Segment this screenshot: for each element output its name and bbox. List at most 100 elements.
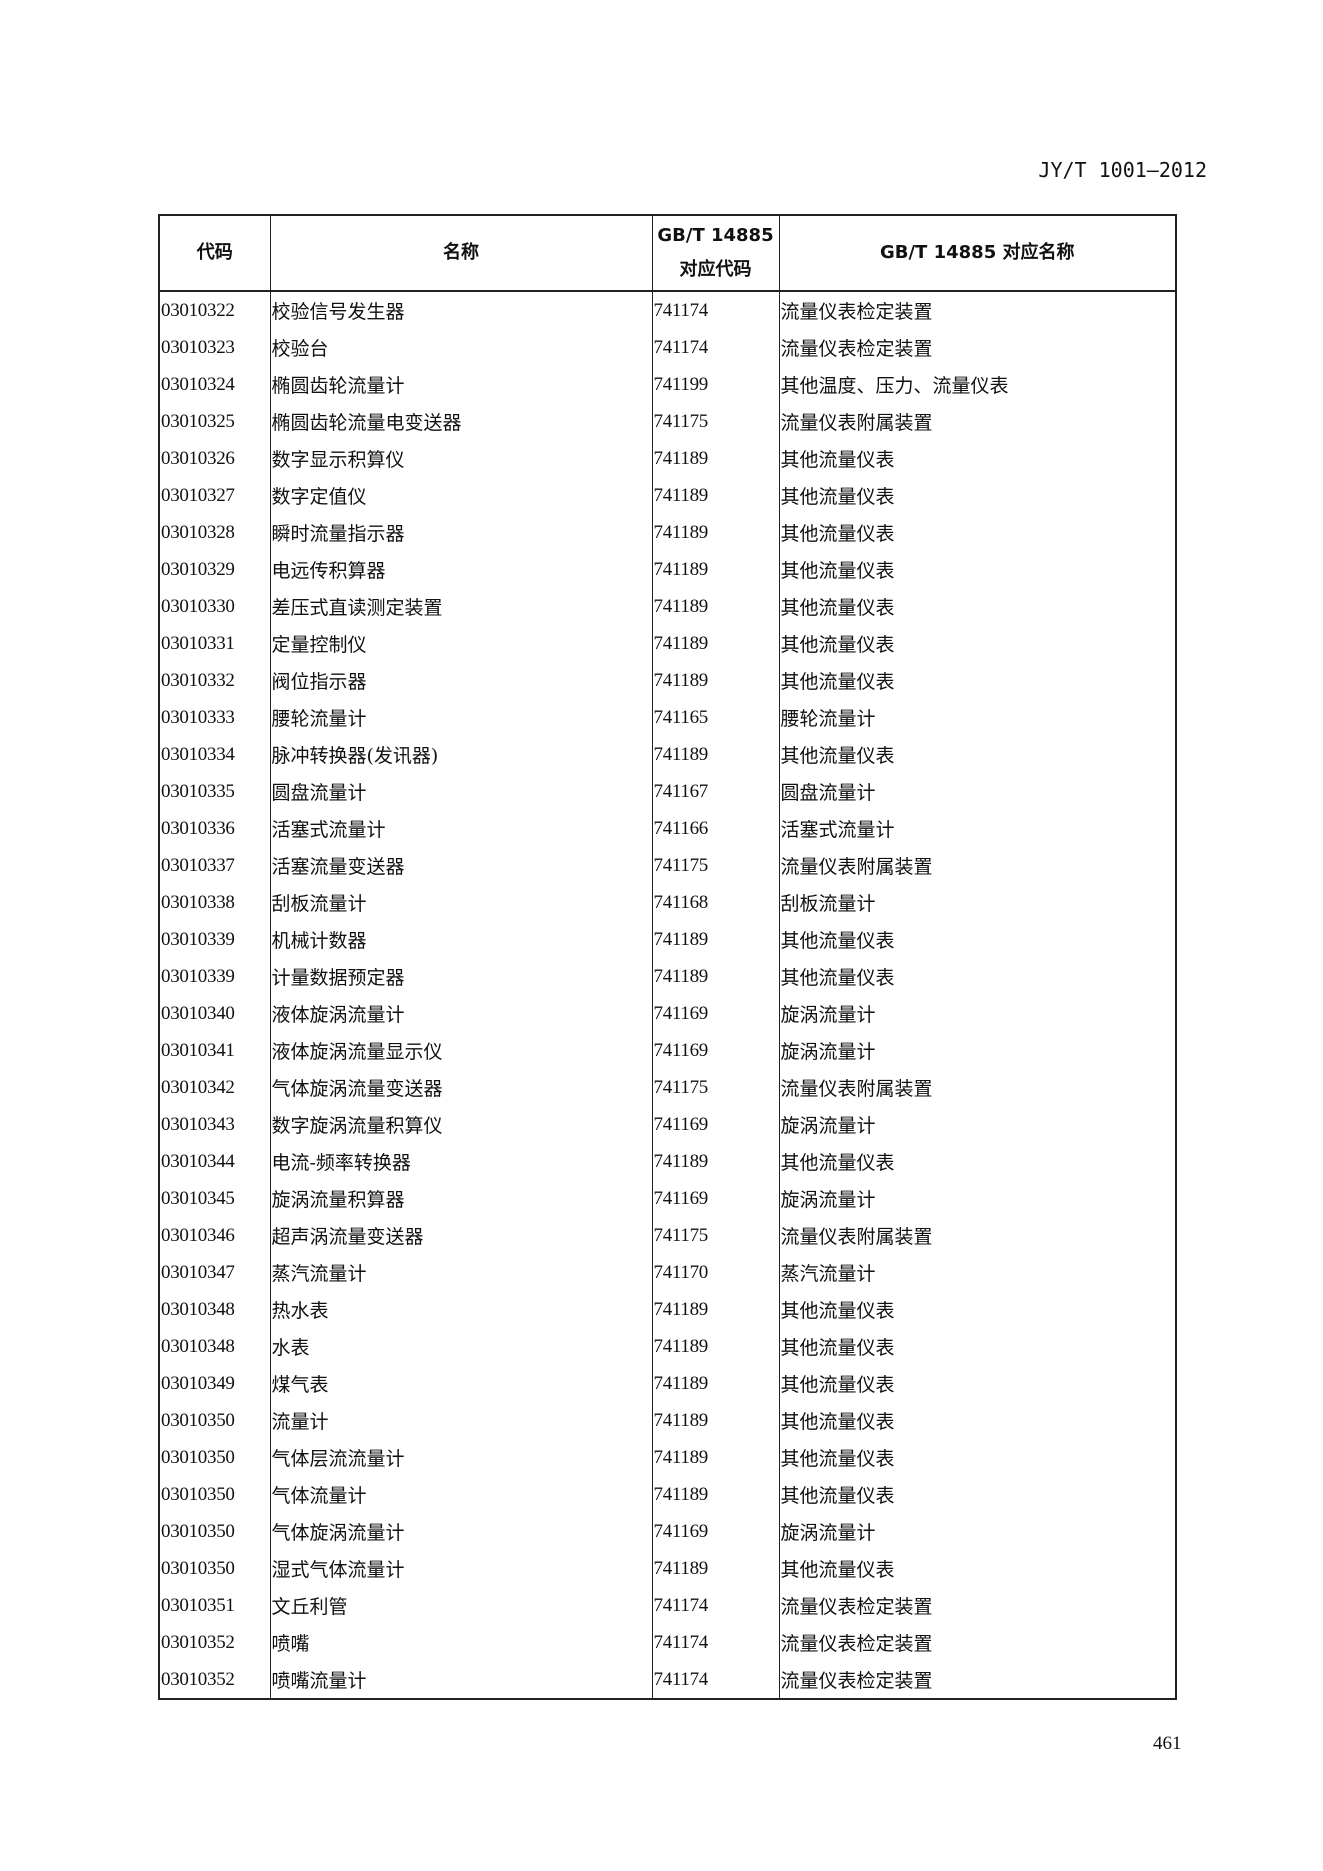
cell-gb-name: 其他流量仪表 bbox=[778, 1143, 1177, 1180]
table-row: 03010334 脉冲转换器(发讯器) 741189 其他流量仪表 bbox=[158, 736, 1177, 773]
table-row: 03010337 活塞流量变送器 741175 流量仪表附属装置 bbox=[158, 847, 1177, 884]
cell-gb-name: 流量仪表检定装置 bbox=[778, 329, 1177, 366]
cell-name: 煤气表 bbox=[269, 1365, 653, 1402]
header-name: 名称 bbox=[269, 214, 653, 292]
cell-gb-code: 741189 bbox=[651, 1328, 780, 1365]
cell-name: 阀位指示器 bbox=[269, 662, 653, 699]
table-row: 03010344 电流-频率转换器 741189 其他流量仪表 bbox=[158, 1143, 1177, 1180]
cell-code: 03010339 bbox=[158, 958, 271, 995]
table-row: 03010333 腰轮流量计 741165 腰轮流量计 bbox=[158, 699, 1177, 736]
cell-code: 03010352 bbox=[158, 1661, 271, 1699]
cell-name: 脉冲转换器(发讯器) bbox=[269, 736, 653, 773]
cell-name: 活塞式流量计 bbox=[269, 810, 653, 847]
cell-code: 03010337 bbox=[158, 847, 271, 884]
code-mapping-table: 代码 名称 GB/T 14885 对应代码 GB/T 14885 对应名称 03… bbox=[158, 214, 1177, 1700]
header-gb-code-line2: 对应代码 bbox=[679, 259, 752, 280]
table-row: 03010345 旋涡流量积算器 741169 旋涡流量计 bbox=[158, 1180, 1177, 1217]
cell-gb-name: 其他流量仪表 bbox=[778, 477, 1177, 514]
cell-code: 03010331 bbox=[158, 625, 271, 662]
cell-name: 热水表 bbox=[269, 1291, 653, 1328]
cell-gb-name: 流量仪表附属装置 bbox=[778, 1069, 1177, 1106]
table-row: 03010335 圆盘流量计 741167 圆盘流量计 bbox=[158, 773, 1177, 810]
cell-gb-code: 741189 bbox=[651, 1291, 780, 1328]
cell-gb-code: 741189 bbox=[651, 514, 780, 551]
cell-code: 03010350 bbox=[158, 1550, 271, 1587]
cell-name: 气体层流流量计 bbox=[269, 1439, 653, 1476]
cell-gb-code: 741175 bbox=[651, 403, 780, 440]
cell-name: 活塞流量变送器 bbox=[269, 847, 653, 884]
table-row: 03010323 校验台 741174 流量仪表检定装置 bbox=[158, 329, 1177, 366]
cell-name: 气体流量计 bbox=[269, 1476, 653, 1513]
cell-name: 液体旋涡流量计 bbox=[269, 995, 653, 1032]
cell-gb-name: 其他流量仪表 bbox=[778, 625, 1177, 662]
cell-gb-code: 741169 bbox=[651, 1513, 780, 1550]
cell-gb-code: 741167 bbox=[651, 773, 780, 810]
cell-gb-code: 741175 bbox=[651, 847, 780, 884]
cell-gb-name: 旋涡流量计 bbox=[778, 1513, 1177, 1550]
cell-name: 椭圆齿轮流量电变送器 bbox=[269, 403, 653, 440]
cell-name: 刮板流量计 bbox=[269, 884, 653, 921]
table-row: 03010350 湿式气体流量计 741189 其他流量仪表 bbox=[158, 1550, 1177, 1587]
cell-gb-name: 其他流量仪表 bbox=[778, 514, 1177, 551]
cell-gb-code: 741189 bbox=[651, 625, 780, 662]
table-row: 03010350 流量计 741189 其他流量仪表 bbox=[158, 1402, 1177, 1439]
cell-name: 水表 bbox=[269, 1328, 653, 1365]
cell-gb-name: 旋涡流量计 bbox=[778, 995, 1177, 1032]
cell-code: 03010327 bbox=[158, 477, 271, 514]
cell-gb-code: 741189 bbox=[651, 1143, 780, 1180]
cell-code: 03010330 bbox=[158, 588, 271, 625]
table-row: 03010343 数字旋涡流量积算仪 741169 旋涡流量计 bbox=[158, 1106, 1177, 1143]
cell-gb-name: 其他流量仪表 bbox=[778, 1365, 1177, 1402]
cell-code: 03010329 bbox=[158, 551, 271, 588]
cell-code: 03010338 bbox=[158, 884, 271, 921]
header-gb-name: GB/T 14885 对应名称 bbox=[778, 214, 1177, 292]
cell-name: 定量控制仪 bbox=[269, 625, 653, 662]
cell-name: 液体旋涡流量显示仪 bbox=[269, 1032, 653, 1069]
cell-code: 03010328 bbox=[158, 514, 271, 551]
standard-code: JY/T 1001—2012 bbox=[1038, 158, 1207, 182]
cell-name: 差压式直读测定装置 bbox=[269, 588, 653, 625]
cell-code: 03010351 bbox=[158, 1587, 271, 1624]
header-gb-code-line1: GB/T 14885 bbox=[657, 225, 774, 246]
cell-gb-name: 流量仪表检定装置 bbox=[778, 1661, 1177, 1699]
table-header-row: 代码 名称 GB/T 14885 对应代码 GB/T 14885 对应名称 bbox=[158, 214, 1177, 292]
cell-gb-code: 741189 bbox=[651, 1439, 780, 1476]
cell-code: 03010340 bbox=[158, 995, 271, 1032]
cell-gb-code: 741189 bbox=[651, 440, 780, 477]
cell-gb-name: 其他流量仪表 bbox=[778, 440, 1177, 477]
cell-gb-name: 其他流量仪表 bbox=[778, 588, 1177, 625]
cell-code: 03010333 bbox=[158, 699, 271, 736]
table-row: 03010349 煤气表 741189 其他流量仪表 bbox=[158, 1365, 1177, 1402]
table-row: 03010350 气体层流流量计 741189 其他流量仪表 bbox=[158, 1439, 1177, 1476]
cell-gb-name: 刮板流量计 bbox=[778, 884, 1177, 921]
cell-name: 瞬时流量指示器 bbox=[269, 514, 653, 551]
cell-gb-name: 流量仪表附属装置 bbox=[778, 847, 1177, 884]
table-row: 03010350 气体流量计 741189 其他流量仪表 bbox=[158, 1476, 1177, 1513]
table-row: 03010322 校验信号发生器 741174 流量仪表检定装置 bbox=[158, 291, 1177, 329]
cell-gb-code: 741199 bbox=[651, 366, 780, 403]
cell-code: 03010335 bbox=[158, 773, 271, 810]
cell-gb-name: 其他流量仪表 bbox=[778, 958, 1177, 995]
cell-name: 蒸汽流量计 bbox=[269, 1254, 653, 1291]
table-row: 03010338 刮板流量计 741168 刮板流量计 bbox=[158, 884, 1177, 921]
table-row: 03010340 液体旋涡流量计 741169 旋涡流量计 bbox=[158, 995, 1177, 1032]
cell-code: 03010346 bbox=[158, 1217, 271, 1254]
cell-gb-code: 741189 bbox=[651, 921, 780, 958]
cell-code: 03010324 bbox=[158, 366, 271, 403]
cell-code: 03010348 bbox=[158, 1291, 271, 1328]
cell-code: 03010345 bbox=[158, 1180, 271, 1217]
cell-gb-code: 741170 bbox=[651, 1254, 780, 1291]
cell-gb-name: 蒸汽流量计 bbox=[778, 1254, 1177, 1291]
cell-gb-code: 741189 bbox=[651, 736, 780, 773]
cell-gb-name: 其他流量仪表 bbox=[778, 1328, 1177, 1365]
cell-name: 文丘利管 bbox=[269, 1587, 653, 1624]
cell-code: 03010334 bbox=[158, 736, 271, 773]
table-row: 03010347 蒸汽流量计 741170 蒸汽流量计 bbox=[158, 1254, 1177, 1291]
cell-gb-name: 其他流量仪表 bbox=[778, 662, 1177, 699]
cell-gb-code: 741175 bbox=[651, 1069, 780, 1106]
cell-code: 03010336 bbox=[158, 810, 271, 847]
cell-gb-name: 其他流量仪表 bbox=[778, 1291, 1177, 1328]
cell-code: 03010350 bbox=[158, 1476, 271, 1513]
cell-gb-code: 741189 bbox=[651, 1365, 780, 1402]
cell-gb-name: 旋涡流量计 bbox=[778, 1032, 1177, 1069]
